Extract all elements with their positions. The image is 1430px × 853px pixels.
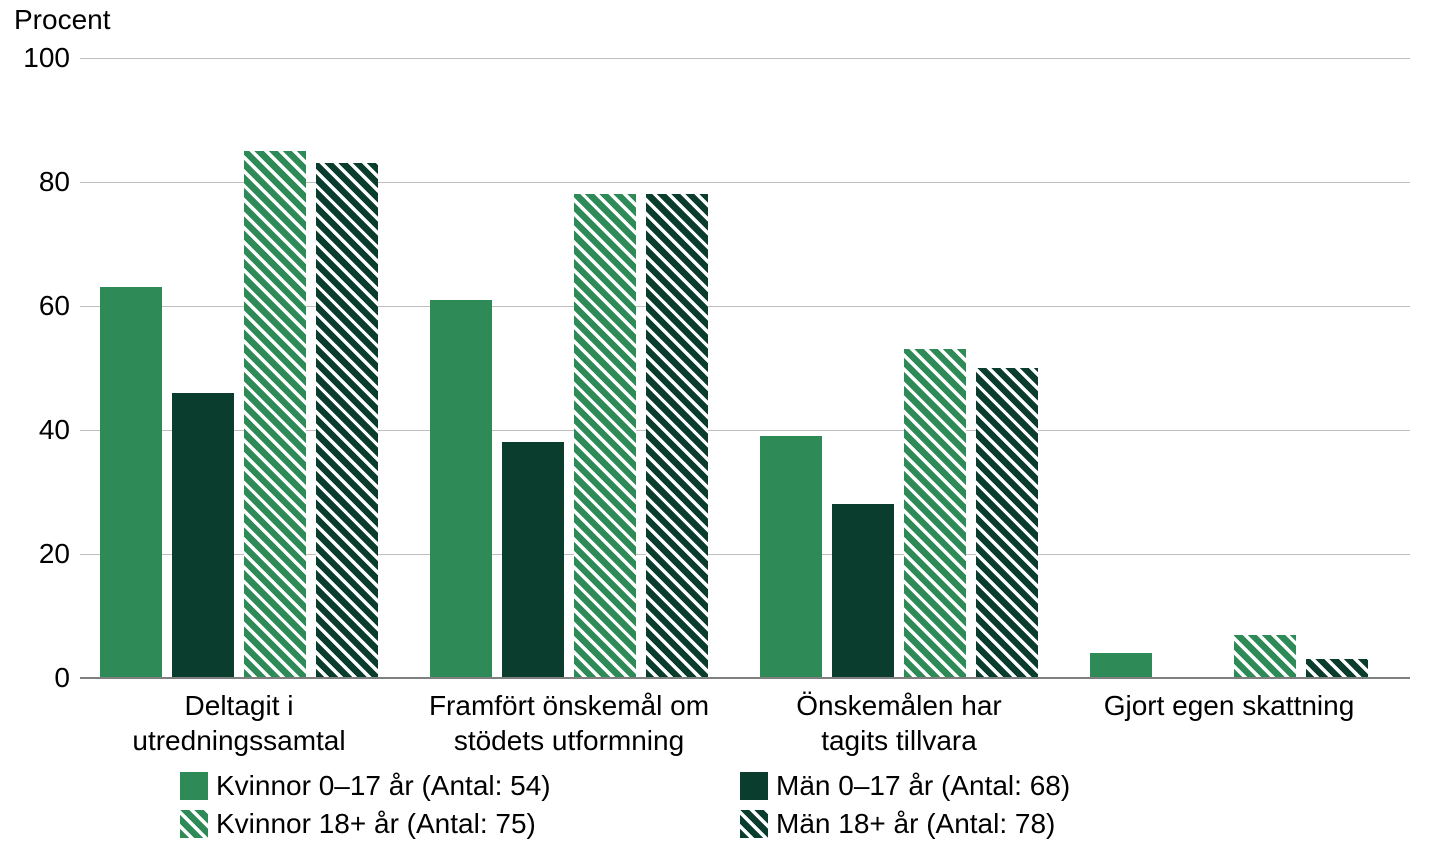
legend-swatch — [740, 772, 768, 800]
bar — [976, 368, 1038, 678]
bar — [574, 194, 636, 678]
bar — [100, 287, 162, 678]
bar — [1234, 635, 1296, 678]
y-tick-label: 100 — [10, 42, 70, 74]
y-tick-label: 60 — [10, 290, 70, 322]
legend-swatch — [740, 810, 768, 838]
bar — [832, 504, 894, 678]
y-tick-label: 40 — [10, 414, 70, 446]
y-tick-label: 80 — [10, 166, 70, 198]
x-axis-baseline — [80, 677, 1410, 679]
legend-swatch — [180, 772, 208, 800]
y-axis-title: Procent — [14, 4, 111, 36]
bar — [1090, 653, 1152, 678]
bar — [502, 442, 564, 678]
bar — [244, 151, 306, 678]
legend-label: Kvinnor 0–17 år (Antal: 54) — [216, 770, 551, 802]
bar — [904, 349, 966, 678]
bar — [430, 300, 492, 678]
legend-item: Kvinnor 18+ år (Antal: 75) — [180, 808, 740, 840]
grouped-bar-chart: Procent 0 20 40 60 80 100 Deltagit iutredning… — [0, 0, 1430, 853]
bars-layer — [80, 58, 1410, 678]
bar — [1306, 659, 1368, 678]
legend-label: Kvinnor 18+ år (Antal: 75) — [216, 808, 536, 840]
y-tick-label: 20 — [10, 538, 70, 570]
legend-item: Kvinnor 0–17 år (Antal: 54) — [180, 770, 740, 802]
bar — [646, 194, 708, 678]
x-category-label: Framfört önskemål omstödets utformning — [404, 688, 734, 758]
legend-label: Män 0–17 år (Antal: 68) — [776, 770, 1070, 802]
plot-area — [80, 58, 1410, 678]
bar — [316, 163, 378, 678]
bar — [172, 393, 234, 678]
legend-swatch — [180, 810, 208, 838]
x-category-label: Deltagit iutredningssamtal — [74, 688, 404, 758]
y-tick-label: 0 — [10, 662, 70, 694]
legend-label: Män 18+ år (Antal: 78) — [776, 808, 1055, 840]
bar — [760, 436, 822, 678]
legend-item: Män 18+ år (Antal: 78) — [740, 808, 1300, 840]
x-category-label: Gjort egen skattning — [1064, 688, 1394, 723]
legend-item: Män 0–17 år (Antal: 68) — [740, 770, 1300, 802]
x-category-label: Önskemålen hartagits tillvara — [734, 688, 1064, 758]
legend: Kvinnor 0–17 år (Antal: 54) Män 0–17 år … — [180, 770, 1330, 846]
